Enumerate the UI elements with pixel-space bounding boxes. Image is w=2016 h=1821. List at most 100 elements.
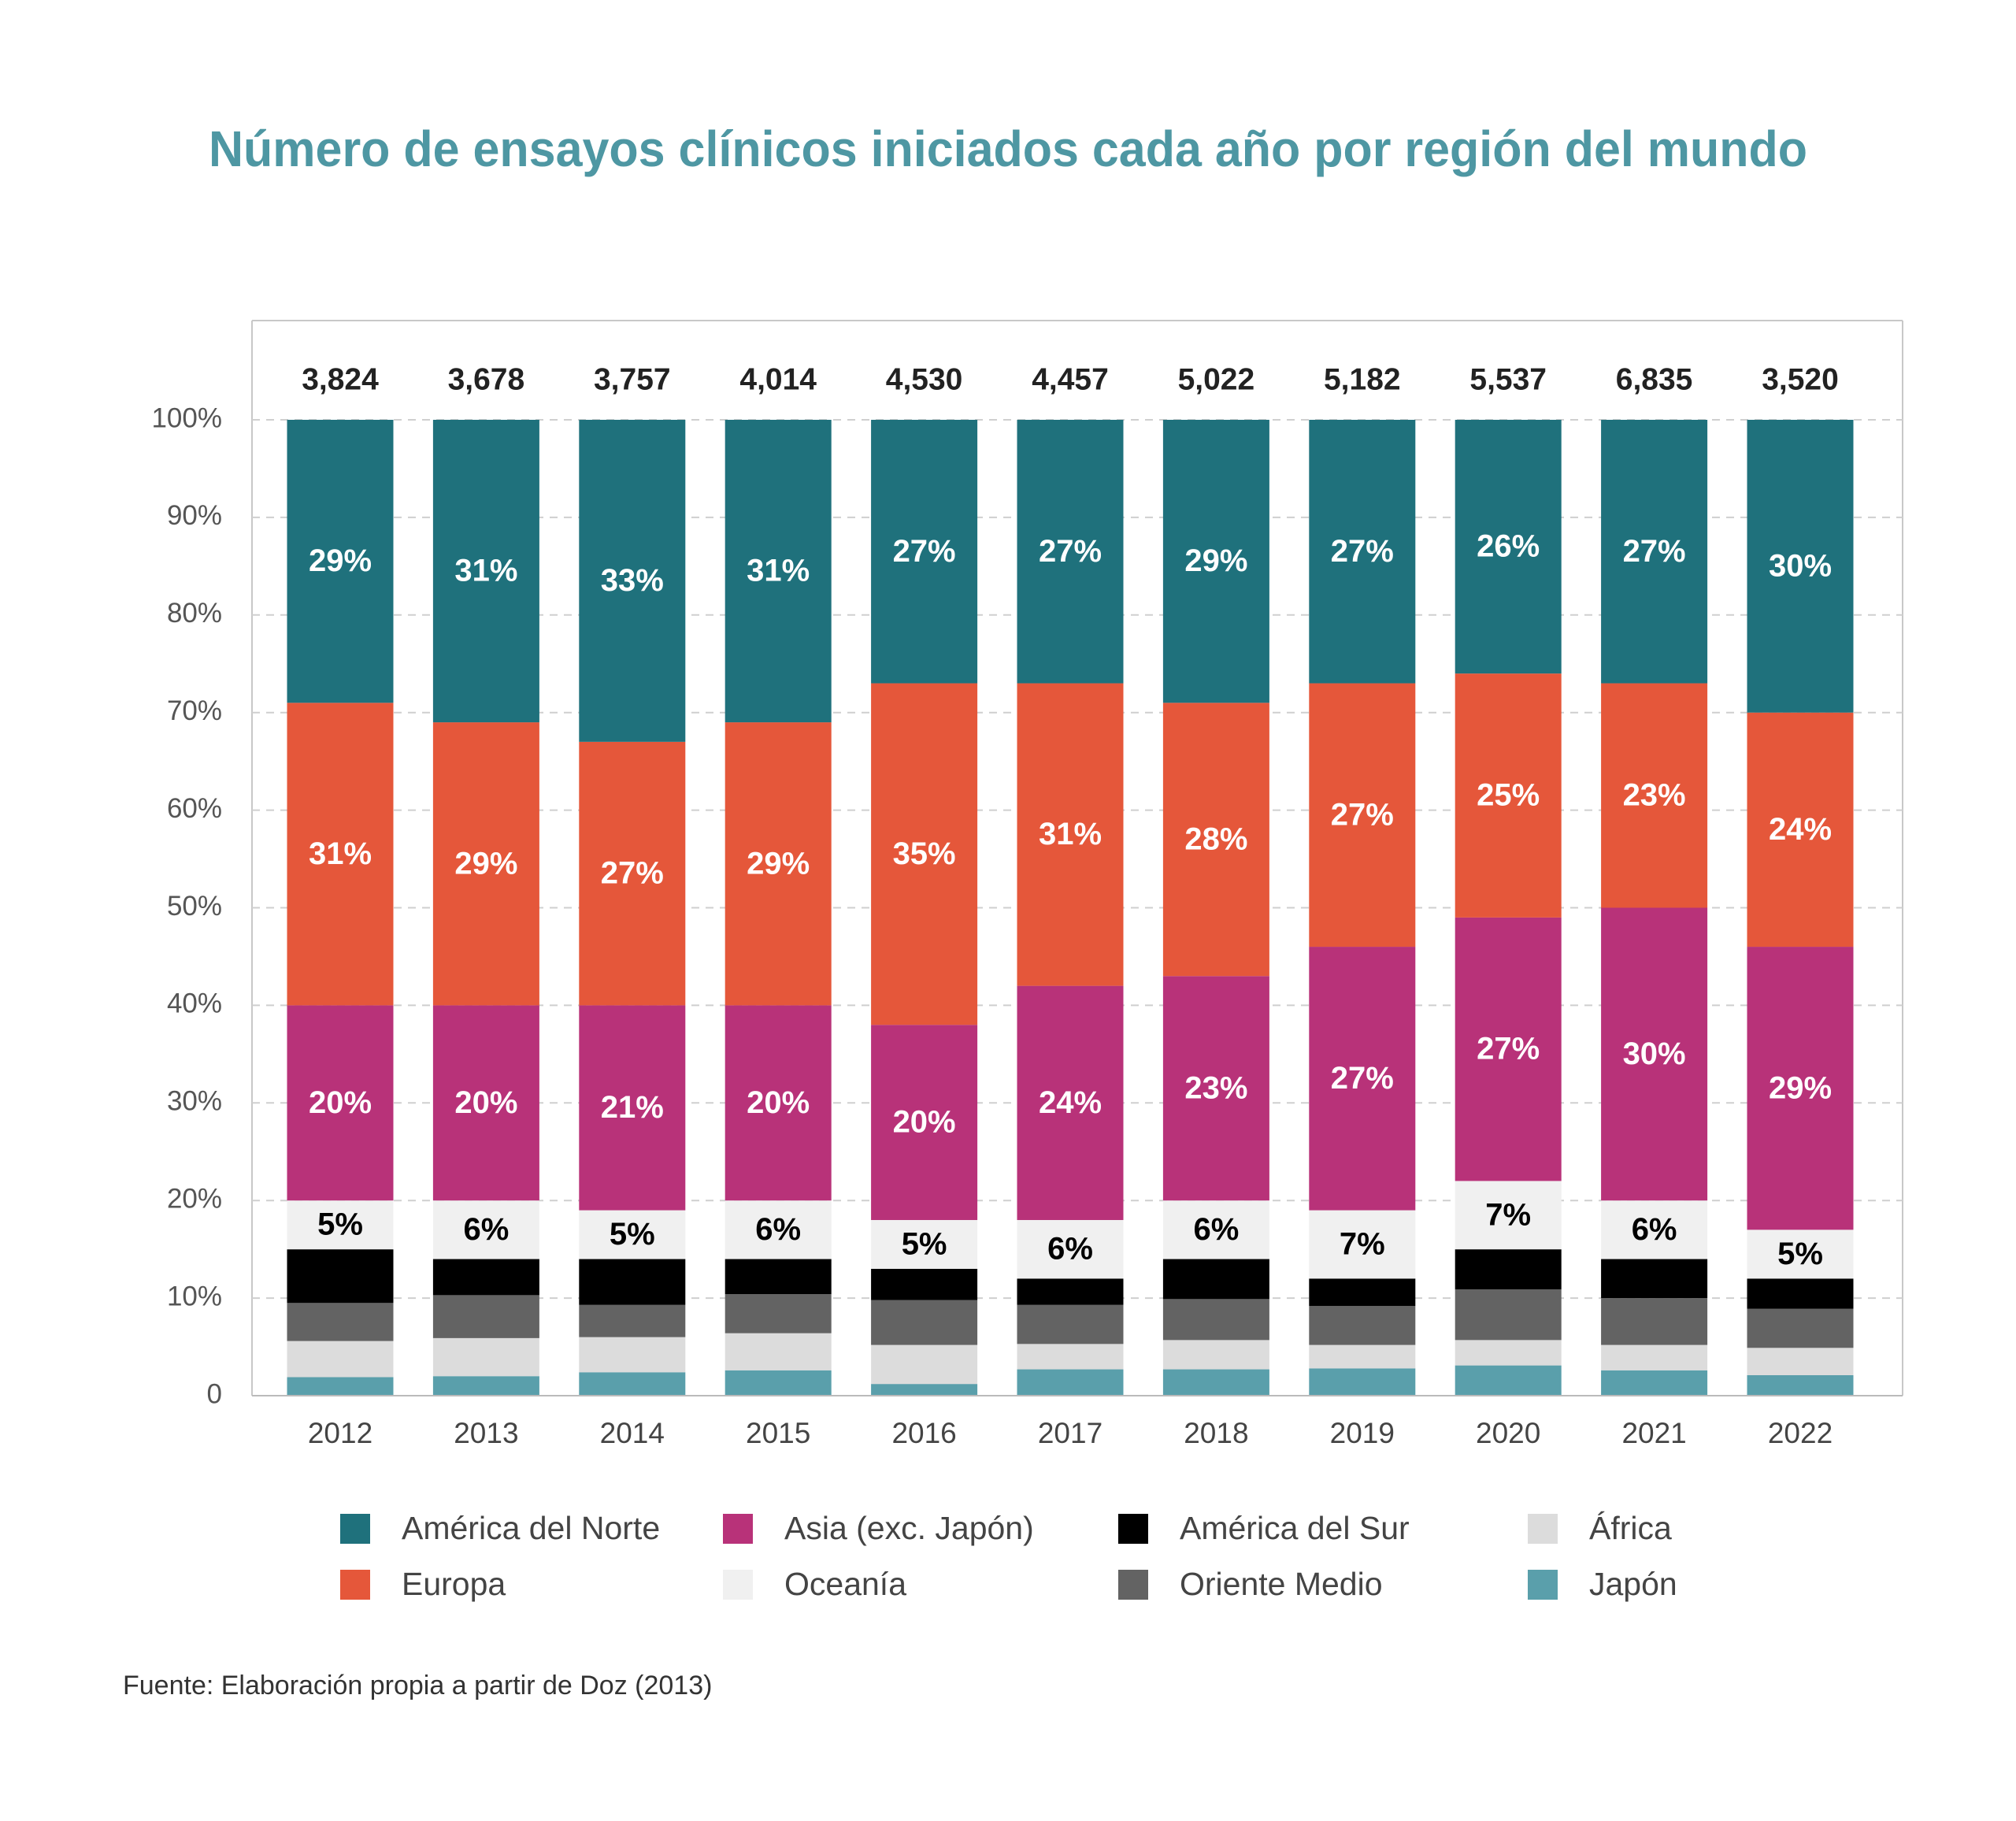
bar-segment (1601, 1344, 1708, 1370)
total-label: 5,022 (1178, 362, 1255, 396)
bar-segment (1455, 917, 1562, 1181)
data-label: 27% (601, 856, 664, 891)
x-tick-label: 2017 (1038, 1417, 1102, 1449)
bar-segment (1747, 1308, 1854, 1348)
bar-segment (1162, 1369, 1269, 1396)
bar-segment (1455, 420, 1562, 674)
bar-segment (1601, 1298, 1708, 1345)
data-label: 29% (309, 543, 372, 578)
data-label: 20% (747, 1085, 810, 1120)
data-label: 5% (1777, 1237, 1823, 1271)
bar-segment (1162, 1299, 1269, 1341)
bar-segment (724, 1333, 832, 1370)
bar-segment (1747, 1348, 1854, 1375)
bar-segment (1017, 1344, 1124, 1370)
data-label: 31% (1039, 817, 1102, 851)
bar-segment (1455, 1365, 1562, 1396)
total-label: 4,530 (886, 362, 963, 396)
bar-segment (1309, 1306, 1416, 1345)
bar-segment (579, 1005, 686, 1211)
bar-segment (871, 1025, 978, 1220)
bar-segment (287, 1200, 394, 1250)
legend-label: Oriente Medio (1180, 1566, 1383, 1602)
bar-segment (1309, 683, 1416, 948)
bar-segment (871, 420, 978, 684)
total-label: 5,537 (1469, 362, 1547, 396)
bar-segment (1309, 1368, 1416, 1396)
bar-segment (287, 1377, 394, 1396)
bar-segment (1017, 1369, 1124, 1396)
y-tick-label: 50% (167, 891, 222, 922)
data-label: 27% (1331, 1061, 1394, 1096)
bar-segment (432, 1259, 539, 1296)
bar-segment (1309, 1210, 1416, 1279)
data-label: 28% (1184, 821, 1247, 856)
bar-segment (724, 1259, 832, 1295)
data-label: 5% (317, 1207, 363, 1242)
y-tick-label: 90% (167, 500, 222, 531)
bar-segment (432, 420, 539, 723)
x-tick-label: 2021 (1621, 1417, 1686, 1449)
legend-swatch (723, 1514, 753, 1544)
legend-swatch (340, 1570, 370, 1600)
data-label: 30% (1623, 1037, 1686, 1071)
data-label: 31% (309, 836, 372, 871)
data-label: 23% (1623, 778, 1686, 813)
data-label: 26% (1477, 529, 1540, 564)
bar-segment (871, 1268, 978, 1300)
data-label: 27% (1477, 1032, 1540, 1066)
x-tick-label: 2019 (1330, 1417, 1395, 1449)
bar-segment (287, 420, 394, 703)
x-tick-label: 2020 (1476, 1417, 1540, 1449)
bar-segment (724, 1370, 832, 1396)
bar-segment (432, 722, 539, 1006)
bar-segment (1309, 420, 1416, 684)
bar-segment (1455, 673, 1562, 918)
bar-segment (579, 420, 686, 742)
bar-segment (432, 1295, 539, 1338)
data-label: 20% (893, 1105, 956, 1140)
bar-segment (1309, 1344, 1416, 1369)
bar-segment (1162, 976, 1269, 1201)
bar-segment (724, 1005, 832, 1201)
legend-label: Japón (1589, 1566, 1677, 1602)
data-label: 20% (309, 1085, 372, 1120)
bar-segment (871, 1344, 978, 1385)
data-label: 23% (1184, 1070, 1247, 1105)
bar-segment (724, 1294, 832, 1333)
bar-segment (1747, 1374, 1854, 1396)
data-label: 27% (893, 534, 956, 569)
data-label: 5% (902, 1227, 947, 1262)
data-label: 7% (1485, 1197, 1531, 1232)
legend-label: América del Sur (1180, 1510, 1410, 1546)
x-tick-label: 2015 (746, 1417, 810, 1449)
bar-segment (1017, 683, 1124, 986)
legend-label: Europa (402, 1566, 506, 1602)
data-label: 6% (1632, 1212, 1677, 1247)
data-label: 6% (1047, 1232, 1093, 1267)
y-tick-label: 80% (167, 598, 222, 629)
bar-segment (287, 1341, 394, 1378)
bar-segment (1017, 1219, 1124, 1279)
data-label: 29% (747, 846, 810, 881)
data-label: 24% (1769, 812, 1832, 847)
bar-segment (1601, 420, 1708, 684)
bar-segment (1162, 420, 1269, 703)
total-label: 3,824 (302, 362, 379, 396)
data-label: 31% (747, 554, 810, 588)
data-label: 6% (755, 1212, 801, 1247)
legend-swatch (1528, 1570, 1558, 1600)
data-label: 6% (463, 1212, 509, 1247)
y-tick-label: 10% (167, 1281, 222, 1311)
data-label: 29% (1184, 543, 1247, 578)
bar-segment (724, 1200, 832, 1259)
legend-label: Oceanía (784, 1566, 906, 1602)
data-label: 31% (454, 554, 517, 588)
data-label: 27% (1039, 534, 1102, 569)
x-tick-label: 2013 (454, 1417, 518, 1449)
x-tick-label: 2016 (891, 1417, 956, 1449)
bar-segment (1162, 1340, 1269, 1370)
data-label: 27% (1331, 797, 1394, 832)
data-label: 7% (1340, 1227, 1385, 1262)
